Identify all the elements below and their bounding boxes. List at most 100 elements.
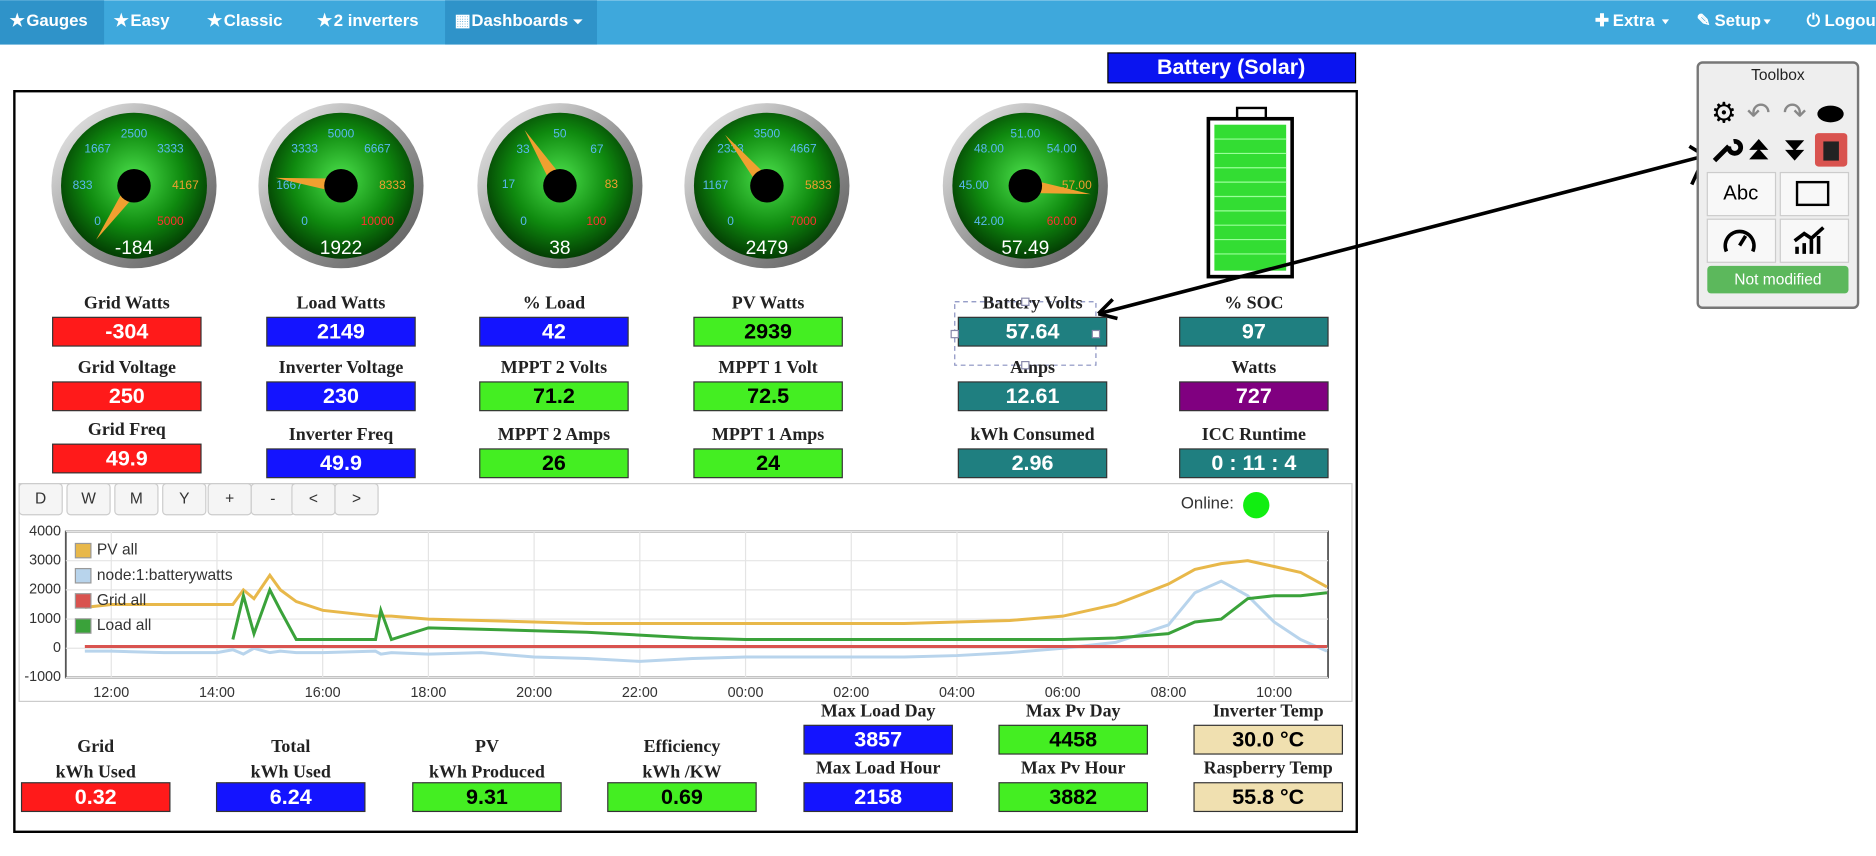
nav-item[interactable]: 2 inverters [334,11,419,30]
main-panel [13,90,1358,833]
gauge-tick-label: 83 [605,177,619,191]
range-button[interactable] [114,483,159,516]
nav-item[interactable]: Easy [130,11,170,30]
range-button-label: M [130,490,143,507]
status-button[interactable] [1707,265,1849,294]
tile [266,316,416,347]
legend-swatch [74,593,92,609]
text-button[interactable] [1706,171,1777,217]
gauge-tick-label: 67 [590,142,604,156]
legend-label: PV all [97,542,138,559]
gauge-tick-label: 5833 [805,178,832,192]
nav-item[interactable]: Dashboards [471,11,568,30]
gauge-tick-label: 8333 [379,178,406,192]
summary-label: Raspberry Temp [1204,758,1333,778]
range-button[interactable] [18,483,63,516]
toolbox-title: Toolbox [1751,67,1805,84]
gauge-tick-label: 0 [727,214,734,228]
tile-label: MPPT 1 Amps [712,424,824,444]
gauge-hub [543,168,577,203]
tile [957,448,1108,479]
y-tick-label: 2000 [29,582,61,598]
tile [479,316,629,347]
toolbox: Toolbox ⚙ ↶ ↷ Abc Not modified [1696,61,1860,309]
nav-item[interactable]: Logout [1825,11,1876,30]
range-button[interactable] [162,483,207,516]
summary-value: 0.69 [661,785,703,809]
gauge-tick-label: 6667 [364,142,391,156]
battery-icon [1206,106,1294,279]
gauge-tick-label: 5000 [157,214,184,228]
frame-button[interactable] [1779,171,1850,217]
undo-icon[interactable]: ↶ [1747,98,1771,130]
summary-tile [803,724,953,755]
x-tick-label: 00:00 [728,685,764,701]
summary-value: 3857 [854,728,902,752]
redo-icon[interactable]: ↷ [1783,98,1807,130]
nav-item[interactable]: Setup [1714,11,1761,30]
tile-value: 97 [1242,320,1266,344]
plot-area [64,530,1329,679]
gauge-tick-label: 2500 [121,126,148,140]
tile [1179,381,1329,412]
selection-handle [1021,297,1030,306]
gauge-tick-label: 17 [502,177,516,191]
range-button[interactable] [334,483,379,516]
settings-icon[interactable]: ⚙ [1711,98,1737,130]
tile-label: % SOC [1224,292,1283,312]
gauge-tick-label: 33 [516,142,530,156]
gauge-hub [117,168,151,203]
selection-handle [950,329,959,339]
chart-button[interactable] [1779,218,1850,263]
legend-swatch [74,542,92,559]
down-icon[interactable] [1785,140,1805,161]
x-tick-label: 04:00 [939,685,975,701]
nav-item[interactable]: Classic [224,11,283,30]
caret [1763,19,1771,25]
gauge-tick-label: 5000 [328,126,355,140]
up-icon[interactable] [1749,139,1769,160]
chart-panel [18,483,1353,702]
tile-value: 26 [542,451,566,475]
tile-label: MPPT 2 Amps [498,424,610,444]
tile-label: Grid Voltage [78,357,176,377]
tile [957,381,1108,412]
x-tick-label: 12:00 [93,685,129,701]
nav-active [445,0,598,45]
summary-label: kWh /KW [642,761,721,781]
nav-icon: ✎ [1697,11,1711,30]
tile-label: kWh Consumed [970,424,1094,444]
tile-label: Inverter Freq [289,424,393,444]
tile-value: 2149 [317,320,365,344]
nav-item[interactable]: Gauges [26,11,87,30]
tile [957,316,1108,347]
x-tick-label: 02:00 [833,685,869,701]
tile-value: 727 [1236,384,1272,408]
tile-value: 49.9 [106,446,148,470]
page-title: Battery (Solar) [1157,55,1305,79]
summary-value: 55.8 °C [1232,785,1304,809]
summary-tile [1193,782,1343,813]
wrench-icon[interactable] [1712,139,1744,163]
nav-icon: ✚ [1595,11,1609,30]
summary-value: 4458 [1049,728,1097,752]
gauge-tick-label: 45.00 [959,178,989,192]
gauge-tick-label: 833 [73,178,93,192]
tile-label: Watts [1231,357,1276,377]
view-icon[interactable] [1817,105,1844,123]
tile-label: Grid Freq [88,419,166,439]
nav-icon: ★ [207,11,223,30]
summary-tile [412,782,562,813]
range-button[interactable] [66,483,111,516]
gauge-tick-label: 42.00 [974,214,1004,228]
nav-item[interactable]: Extra [1613,11,1656,30]
gauge-tick-label: 0 [94,214,101,228]
tile-label: PV Watts [732,292,805,312]
summary-tile [998,724,1148,755]
tile [52,316,202,347]
summary-value: 30.0 °C [1232,728,1304,752]
tile-value: 57.64 [1006,320,1060,344]
summary-tile [607,782,757,813]
nav-icon: ⏻ [1807,11,1821,30]
